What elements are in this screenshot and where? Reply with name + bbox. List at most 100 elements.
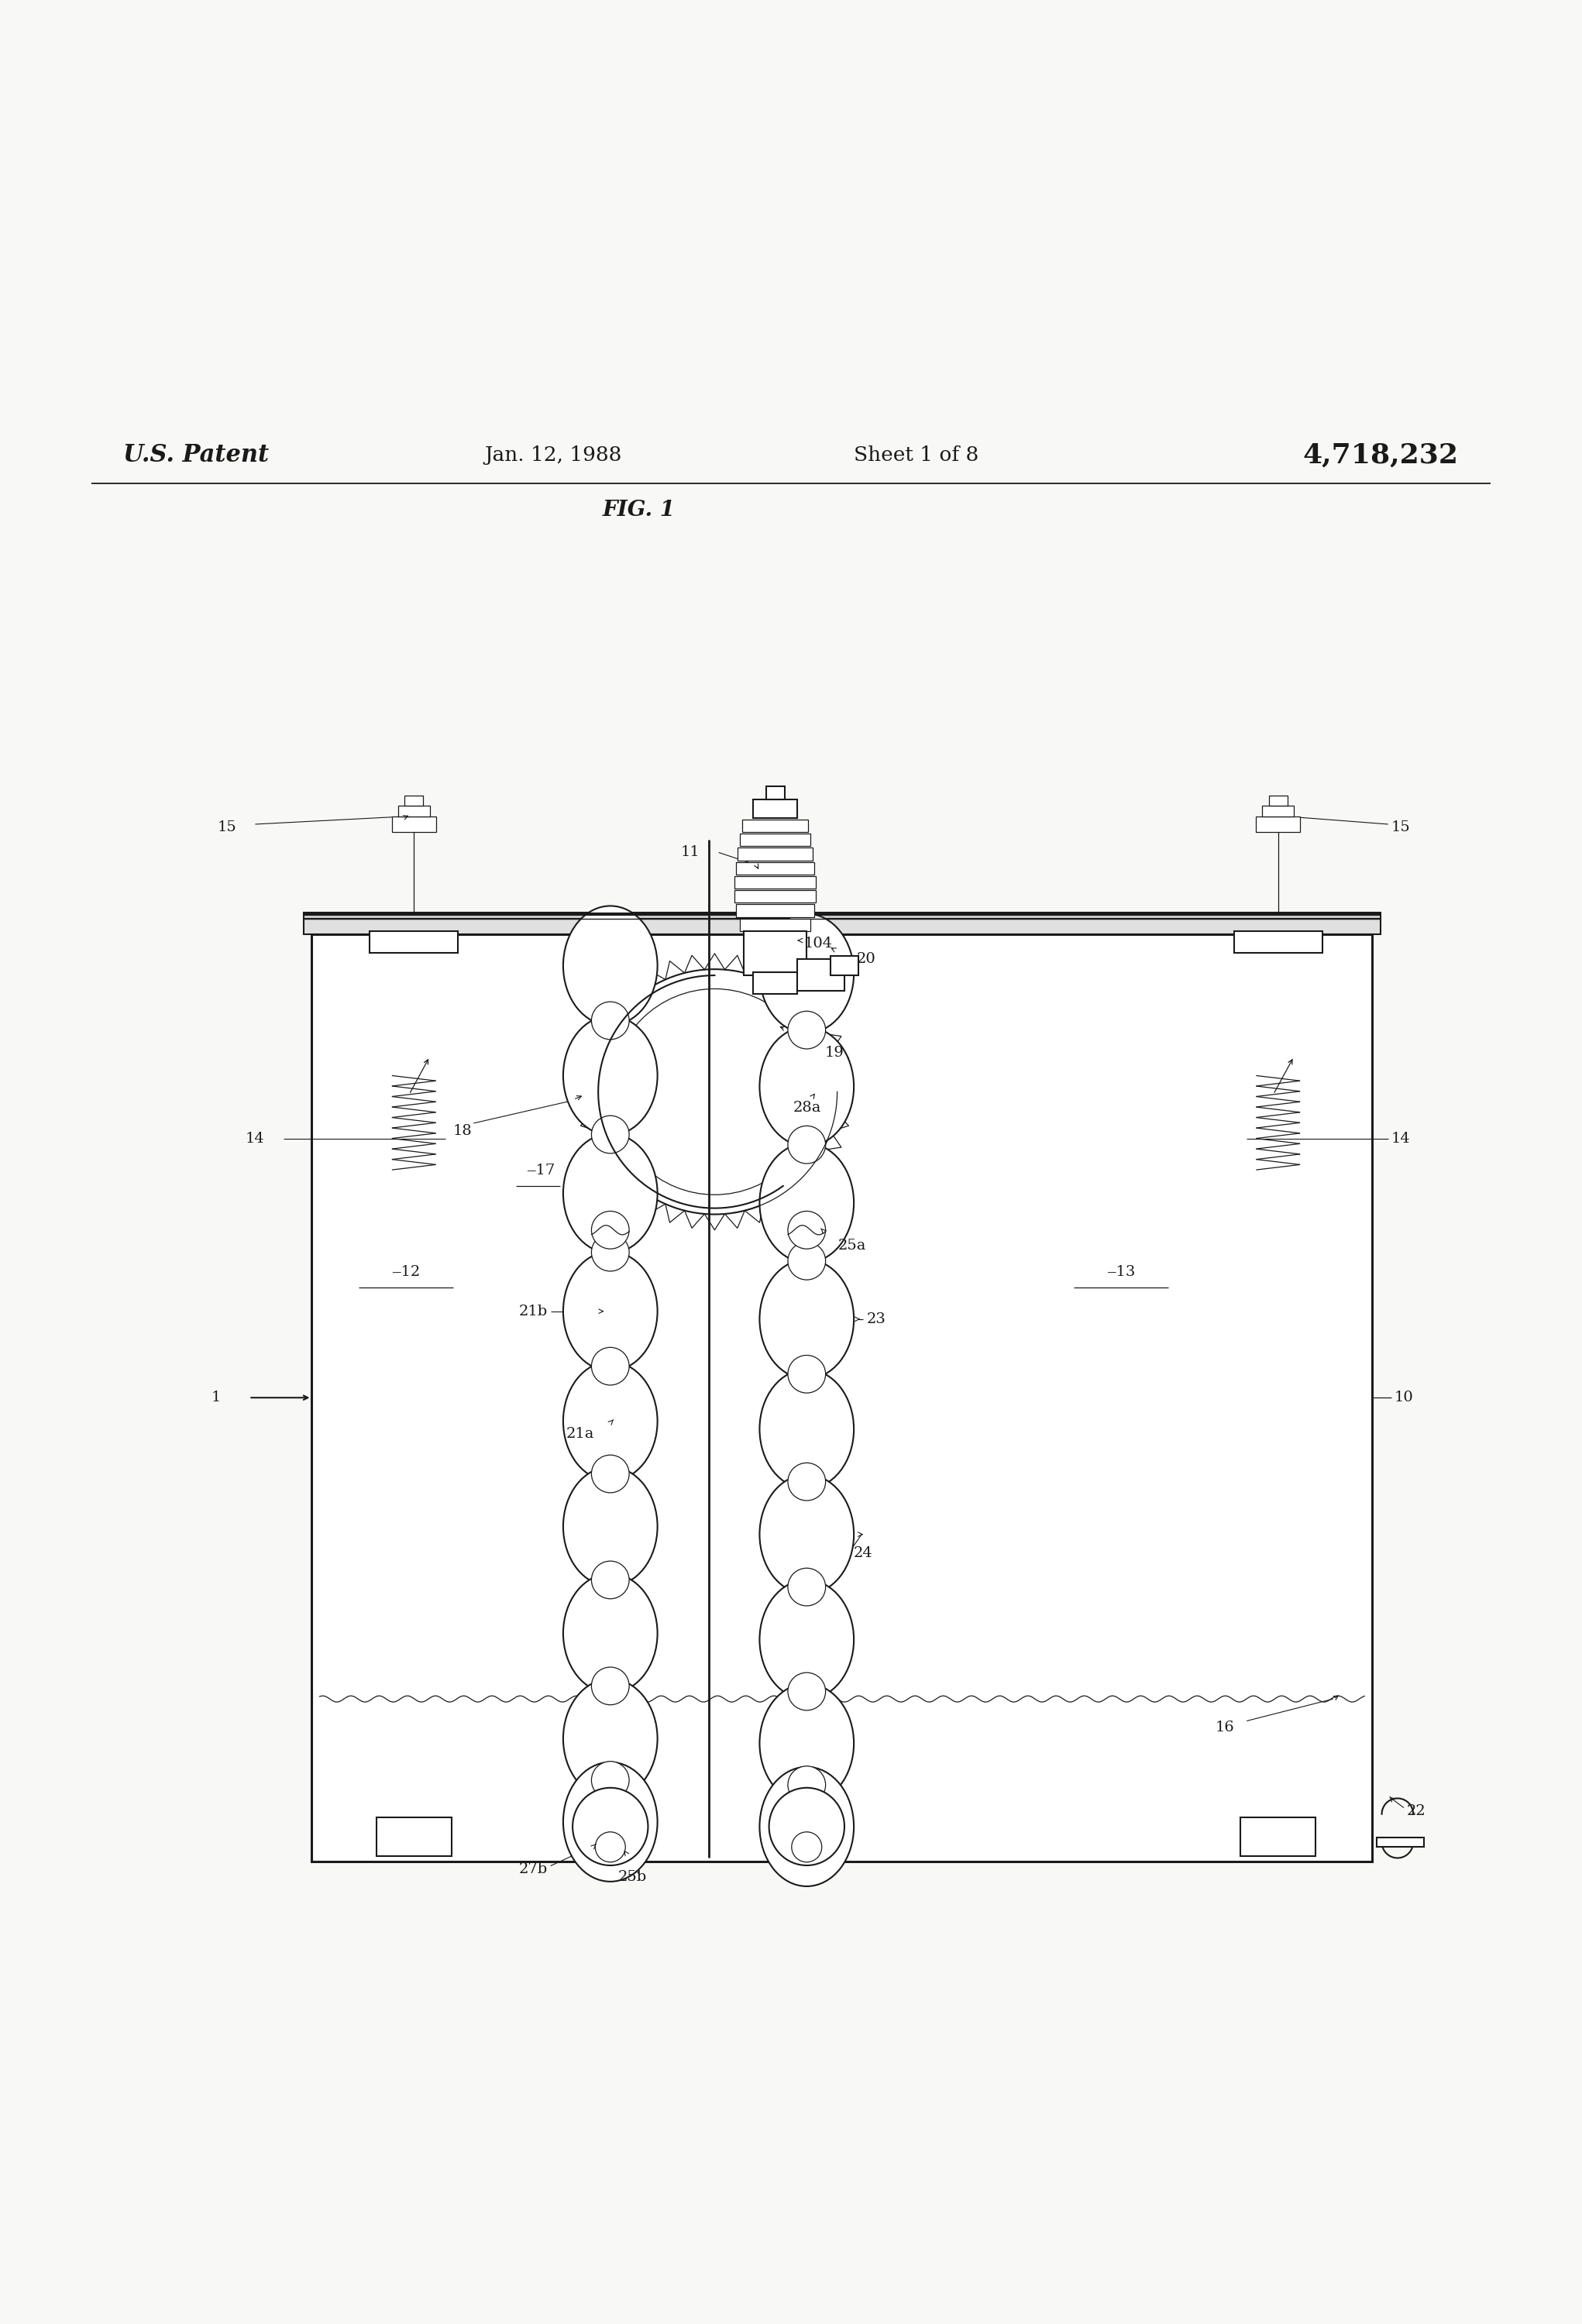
Circle shape (791, 1831, 821, 1862)
Text: 28a: 28a (793, 1102, 821, 1116)
Bar (312, 934, 1372, 1862)
Bar (399, 806, 430, 816)
Text: 27b: 27b (519, 1862, 547, 1875)
Bar (1256, 816, 1300, 832)
Text: 14: 14 (245, 1132, 264, 1146)
Text: 15: 15 (1391, 820, 1411, 834)
Text: 4,718,232: 4,718,232 (1304, 442, 1459, 467)
Bar (744, 932, 807, 976)
Bar (753, 799, 797, 818)
Text: ‒12: ‒12 (392, 1264, 421, 1278)
Circle shape (788, 1011, 826, 1048)
Bar (736, 862, 815, 874)
Ellipse shape (563, 1362, 658, 1480)
Circle shape (788, 1673, 826, 1710)
Bar (1247, 934, 1310, 939)
Ellipse shape (759, 1260, 854, 1378)
Ellipse shape (563, 1134, 658, 1253)
Bar (370, 932, 457, 953)
Bar (766, 786, 785, 799)
Circle shape (788, 1462, 826, 1501)
Ellipse shape (759, 1143, 854, 1262)
Bar (1376, 1838, 1424, 1848)
Ellipse shape (769, 1787, 845, 1866)
Ellipse shape (573, 1787, 649, 1866)
Circle shape (788, 1569, 826, 1606)
Text: 18: 18 (452, 1125, 473, 1139)
Text: Sheet 1 of 8: Sheet 1 of 8 (854, 446, 979, 465)
Text: 14: 14 (1391, 1132, 1411, 1146)
Text: 10: 10 (1394, 1390, 1414, 1404)
Text: 21a: 21a (566, 1427, 595, 1441)
Circle shape (592, 1666, 630, 1706)
Bar (734, 876, 816, 888)
Circle shape (592, 1211, 630, 1248)
Circle shape (592, 1762, 630, 1799)
Bar (742, 820, 808, 832)
Bar (304, 913, 1380, 918)
Bar (831, 955, 859, 976)
Text: 20: 20 (857, 953, 876, 967)
Circle shape (592, 1116, 630, 1153)
Ellipse shape (759, 1580, 854, 1699)
Circle shape (788, 1241, 826, 1281)
Bar (1262, 806, 1294, 816)
Ellipse shape (563, 1253, 658, 1371)
Circle shape (592, 1002, 630, 1039)
Bar (392, 816, 437, 832)
Bar (797, 960, 845, 990)
Ellipse shape (759, 1683, 854, 1803)
Text: 104: 104 (804, 937, 832, 951)
Ellipse shape (563, 1762, 658, 1882)
Ellipse shape (563, 906, 658, 1025)
Text: FIG. 1: FIG. 1 (603, 500, 676, 521)
Text: 11: 11 (680, 846, 699, 860)
Circle shape (592, 1348, 630, 1385)
Bar (740, 918, 810, 932)
Bar (383, 934, 445, 939)
Bar (737, 848, 813, 860)
Text: 19: 19 (824, 1046, 843, 1060)
Circle shape (592, 1562, 630, 1599)
Circle shape (788, 1355, 826, 1392)
Circle shape (592, 1455, 630, 1492)
Text: 1: 1 (210, 1390, 220, 1404)
Bar (753, 971, 797, 995)
Bar (1234, 932, 1323, 953)
Ellipse shape (759, 1476, 854, 1594)
Text: 15: 15 (217, 820, 236, 834)
Ellipse shape (563, 1016, 658, 1136)
Circle shape (592, 969, 837, 1215)
Text: 25a: 25a (838, 1239, 867, 1253)
Text: 24: 24 (854, 1545, 873, 1559)
Circle shape (788, 1211, 826, 1248)
Circle shape (788, 1766, 826, 1803)
Text: 21b: 21b (519, 1304, 547, 1318)
Ellipse shape (563, 1573, 658, 1694)
Text: 16: 16 (1215, 1720, 1234, 1734)
Ellipse shape (759, 1766, 854, 1887)
Ellipse shape (759, 913, 854, 1034)
Circle shape (595, 1831, 625, 1862)
Bar (1269, 795, 1288, 806)
Text: ‒17: ‒17 (527, 1164, 555, 1178)
Text: 25b: 25b (619, 1871, 647, 1885)
Bar (734, 890, 816, 902)
Circle shape (592, 1234, 630, 1271)
Ellipse shape (759, 1027, 854, 1146)
Ellipse shape (759, 1369, 854, 1490)
Bar (736, 904, 815, 918)
Text: ‒13: ‒13 (1106, 1264, 1136, 1278)
Text: U.S. Patent: U.S. Patent (123, 444, 269, 467)
Text: Jan. 12, 1988: Jan. 12, 1988 (484, 446, 622, 465)
Bar (377, 1817, 451, 1857)
Bar (740, 834, 810, 846)
Bar (304, 918, 1380, 934)
Bar (405, 795, 424, 806)
Circle shape (788, 1125, 826, 1164)
Ellipse shape (563, 1466, 658, 1587)
Ellipse shape (563, 1678, 658, 1799)
Bar (1240, 1817, 1316, 1857)
Text: 23: 23 (867, 1313, 886, 1327)
Text: 22: 22 (1406, 1803, 1425, 1817)
